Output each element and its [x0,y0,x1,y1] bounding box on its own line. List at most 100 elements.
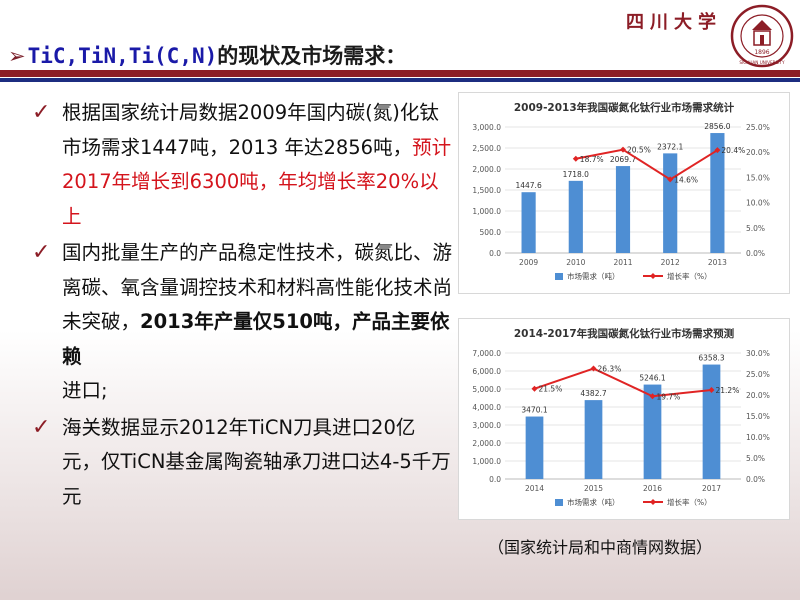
bar [663,153,678,253]
y2-tick-label: 10.0% [746,433,770,442]
y-tick-label: 1,000.0 [472,457,501,466]
growth-rate-point [531,385,538,392]
legend-swatch-bar [555,499,563,506]
legend-label: 增长率（%） [667,497,712,507]
bullet-text: 国内批量生产的产品稳定性技术，碳氮比、游离碳、氧含量调控技术和材料高性能化技术尚… [62,241,453,333]
y-tick-label: 3,000.0 [472,421,501,430]
title-text: 的现状及市场需求： [217,44,407,68]
growth-rate-point [572,155,579,162]
y2-tick-label: 25.0% [746,370,770,379]
y-tick-label: 1,000.0 [472,207,501,216]
checkmark-icon: ✓ [32,240,51,265]
bar-value-label: 1718.0 [563,170,589,179]
y-tick-label: 3,000.0 [472,123,501,132]
x-tick-label: 2017 [702,484,721,493]
y-tick-label: 1,500.0 [472,186,501,195]
chart-title: 2009-2013年我国碳氮化钛行业市场需求统计 [514,101,735,114]
bullet-bold: 2013年产量仅510吨，产品主要依赖 [62,310,450,368]
y2-tick-label: 0.0% [746,475,765,484]
y-tick-label: 4,000.0 [472,403,501,412]
growth-rate-label: 14.6% [674,175,698,184]
legend-label: 市场需求（吨） [567,497,620,507]
bullet-text-tail: 进口; [62,379,108,402]
chart-title: 2014-2017年我国碳氮化钛行业市场需求预测 [514,327,734,340]
seal-year: 1896 [754,49,769,56]
bullet-item: ✓ 国内批量生产的产品稳定性技术，碳氮比、游离碳、氧含量调控技术和材料高性能化技… [32,236,452,409]
seal-text: SICHUAN UNIVERSITY [739,60,785,65]
growth-rate-label: 20.5% [627,146,651,155]
y-tick-label: 0.0 [489,249,501,258]
chart-forecast-2014-2017: 2014-2017年我国碳氮化钛行业市场需求预测 0.0 1,000.0 2,000.… [458,318,790,520]
y-tick-label: 7,000.0 [472,349,501,358]
y-tick-label: 6,000.0 [472,367,501,376]
y2-tick-label: 20.0% [746,148,770,157]
title-formula: TiC,TiN,Ti(C,N) [27,44,218,68]
growth-rate-label: 20.4% [721,146,745,155]
growth-rate-label: 21.2% [716,386,740,395]
chart-svg: 2009-2013年我国碳氮化钛行业市场需求统计 0.0 500.0 1,000.0 1… [472,101,770,281]
legend-swatch-marker [650,273,656,279]
growth-rate-label: 26.3% [598,365,622,374]
y2-tick-label: 30.0% [746,349,770,358]
y-tick-label: 2,500.0 [472,144,501,153]
y2-tick-label: 5.0% [746,224,765,233]
bar [615,166,631,253]
x-tick-label: 2009 [519,258,538,267]
bar-value-label: 2069.7 [610,155,636,164]
bullet-text: 海关数据显示2012年TiCN刀具进口20亿元，仅TiCN基金属陶瓷轴承刀进口达… [62,415,451,508]
y2-tick-label: 25.0% [746,123,770,132]
x-tick-label: 2011 [613,258,632,267]
y-tick-label: 2,000.0 [472,165,501,174]
bullet-text: 根据国家统计局数据2009年国内碳(氮)化钛市场需求1447吨，2013 年达2… [62,101,439,159]
bar-value-label: 3470.1 [521,406,547,415]
y2-tick-label: 15.0% [746,412,770,421]
growth-rate-point [620,146,626,153]
bullet-highlight: 预计2017年增长到6300吨，年均增长率20%以上 [62,135,452,228]
bar [568,180,583,253]
x-tick-label: 2016 [643,484,662,493]
checkmark-icon: ✓ [32,414,51,440]
bar [702,364,721,479]
bullet-item: ✓ 海关数据显示2012年TiCN刀具进口20亿元，仅TiCN基金属陶瓷轴承刀进… [32,411,452,515]
arrow-bullet-icon: ➢ [8,44,26,68]
growth-rate-point [708,386,715,393]
x-tick-label: 2013 [708,258,727,267]
header-rule-red [0,70,800,77]
bar [521,192,536,253]
y2-tick-label: 5.0% [746,454,765,463]
growth-rate-point [667,176,674,183]
bar-value-label: 4382.7 [580,389,606,398]
bar-value-label: 2372.1 [657,142,683,151]
source-note: （国家统计局和中商情网数据） [488,538,713,557]
growth-rate-point [649,393,656,400]
x-tick-label: 2015 [584,484,603,493]
growth-rate-line [534,367,712,398]
bullet-item: ✓ 根据国家统计局数据2009年国内碳(氮)化钛市场需求1447吨，2013 年… [32,96,452,234]
bar-value-label: 1447.6 [515,181,541,190]
y-tick-label: 2,000.0 [472,439,501,448]
growth-rate-point [590,365,597,372]
bar-value-label: 6358.3 [698,354,724,363]
x-tick-label: 2012 [661,258,680,267]
legend-swatch-bar [555,273,563,280]
bullet-list: ✓ 根据国家统计局数据2009年国内碳(氮)化钛市场需求1447吨，2013 年… [32,96,452,516]
y2-tick-label: 20.0% [746,391,770,400]
x-tick-label: 2010 [566,258,585,267]
slide-header: ➢TiC,TiN,Ti(C,N)的现状及市场需求： 四川大学 1896 SICH… [0,0,800,90]
chart-demand-2009-2013: 2009-2013年我国碳氮化钛行业市场需求统计 0.0 500.0 1,000.0 1… [458,92,790,294]
slide-title: ➢TiC,TiN,Ti(C,N)的现状及市场需求： [8,40,406,70]
bar [584,400,603,479]
bar [643,384,662,479]
legend-label: 增长率（%） [667,271,712,281]
y2-tick-label: 10.0% [746,199,770,208]
y2-tick-label: 15.0% [746,173,770,182]
growth-rate-point [714,147,721,154]
bar-value-label: 2856.0 [704,122,730,131]
growth-rate-label: 21.5% [539,385,563,394]
legend-swatch-marker [650,499,656,505]
growth-rate-label: 19.7% [657,392,681,401]
y-tick-label: 500.0 [480,228,502,237]
chart-svg: 2014-2017年我国碳氮化钛行业市场需求预测 0.0 1,000.0 2,000.… [472,327,770,507]
growth-rate-line [575,148,718,181]
x-tick-label: 2014 [525,484,544,493]
